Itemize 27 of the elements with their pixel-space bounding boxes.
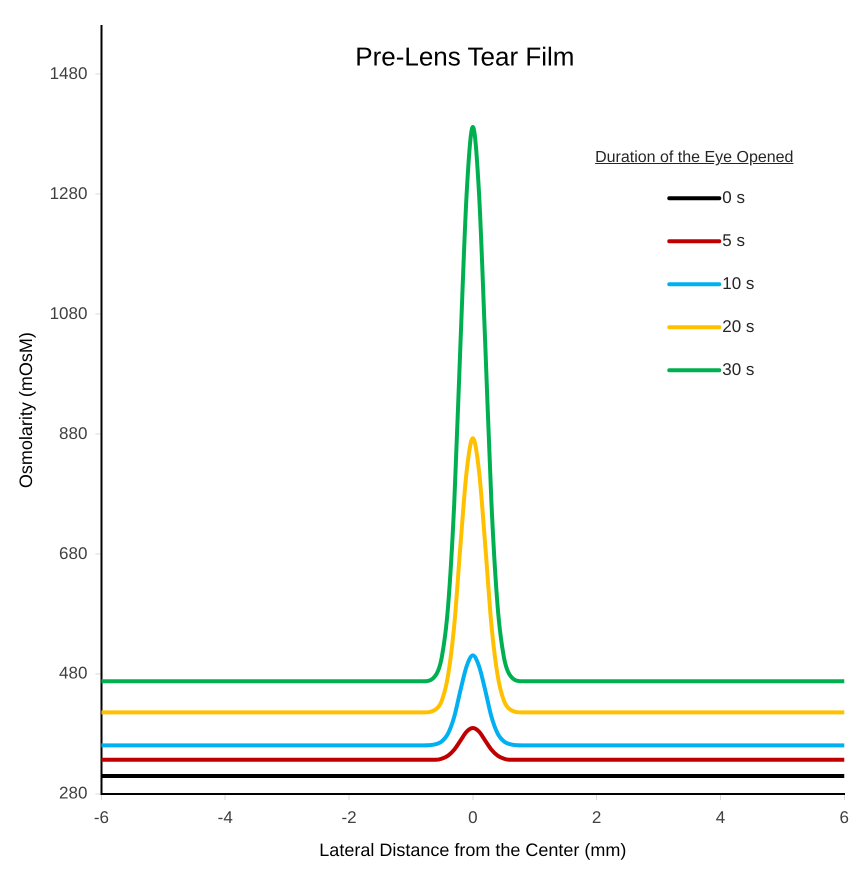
legend-label: 0 s [722,188,745,207]
y-tick-label: 680 [59,544,88,563]
line-series [101,726,844,762]
legend-label: 10 s [722,274,754,293]
x-axis-title: Lateral Distance from the Center (mm) [319,840,626,860]
x-tick-label: -6 [94,808,109,827]
y-tick-label: 1480 [50,64,88,83]
x-tick-label: 6 [840,808,850,827]
legend-label: 20 s [722,316,754,336]
legend-title: Duration of the Eye Opened [595,149,794,168]
y-axis-title: Osmolarity (mOsM) [16,332,36,488]
y-tick-label: 880 [59,424,88,443]
x-tick-label: 2 [592,808,602,827]
legend-label: 5 s [722,230,745,250]
line-series [101,653,844,748]
x-tick-label: 0 [468,808,478,827]
line-series [101,436,844,714]
x-tick-label: -4 [218,808,233,827]
y-tick-label: 480 [59,664,88,683]
y-tick-label: 1080 [50,304,88,323]
x-tick-label: -2 [341,808,357,827]
y-tick-label: 280 [59,784,88,803]
text: Pre-Lens Tear Film [355,41,574,72]
y-tick-label: 1280 [50,184,88,203]
line-series [101,124,844,684]
legend-label: 30 s [722,360,754,379]
x-tick-label: 4 [716,808,726,827]
